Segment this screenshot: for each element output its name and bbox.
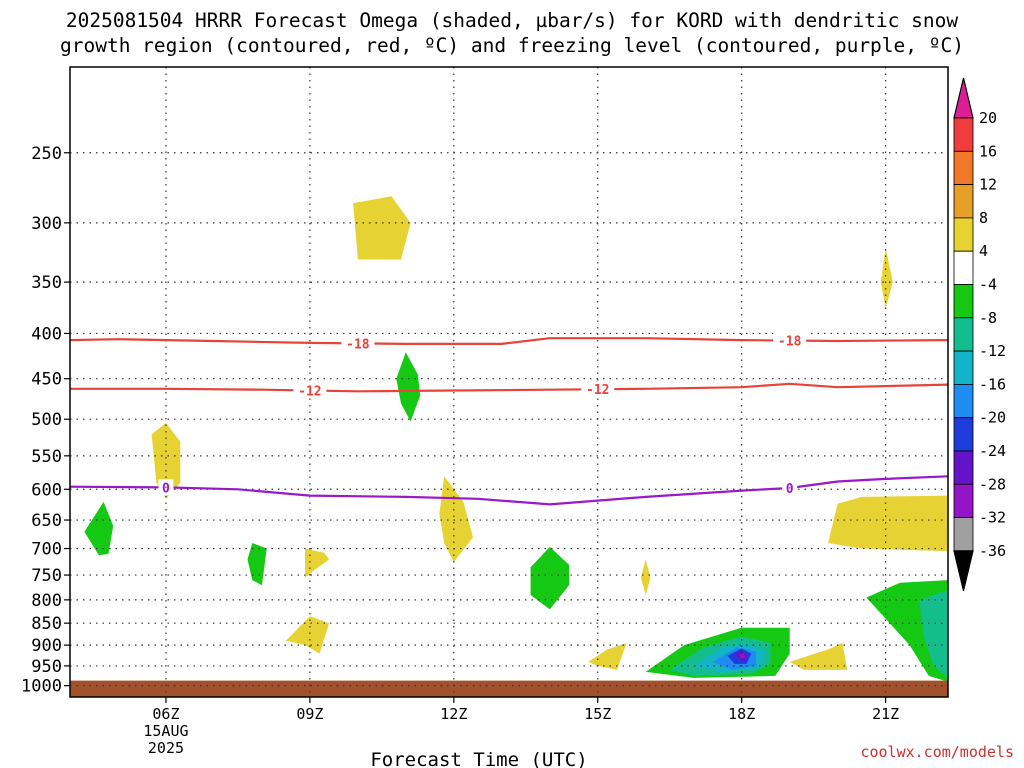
plot-area [70, 67, 948, 697]
colorbar-label-3: 8 [979, 209, 988, 227]
omega-region-12 [828, 495, 948, 552]
omega-region-11 [588, 643, 627, 670]
contour-label-bg--12-0 [293, 382, 327, 399]
colorbar-segment-9 [953, 417, 974, 452]
contour-label-bg--12-1 [581, 381, 615, 398]
contour-label--18-0: -18 [346, 337, 370, 352]
x-axis-label: Forecast Time (UTC) [370, 749, 587, 768]
colorbar-label-6: -8 [979, 309, 997, 327]
y-tick-label-750: 750 [31, 566, 62, 586]
y-tick-label-800: 800 [31, 591, 62, 611]
y-tick-label-250: 250 [31, 144, 62, 164]
y-tick-label-400: 400 [31, 324, 62, 344]
x-tick-label-15Z: 15Z [584, 705, 611, 723]
contour-label--18-1: -18 [778, 335, 802, 350]
colorbar-segment-0 [953, 117, 974, 152]
y-tick-label-450: 450 [31, 370, 62, 390]
x-year-label: 2025 [148, 739, 184, 757]
omega-region-0 [353, 196, 411, 260]
y-tick-label-500: 500 [31, 410, 62, 430]
colorbar-bottom-arrow [953, 550, 974, 592]
credit-link[interactable]: coolwx.com/models [860, 743, 1014, 761]
contour-label-0-1: 0 [786, 482, 794, 497]
x-tick-label-18Z: 18Z [728, 705, 755, 723]
colorbar-segment-5 [953, 284, 974, 319]
colorbar-label-11: -28 [979, 475, 1006, 493]
colorbar-label-13: -36 [979, 542, 1006, 560]
colorbar-label-8: -16 [979, 375, 1006, 393]
contour-label-0-0: 0 [162, 481, 170, 496]
contour-label-bg--18-0 [341, 335, 375, 352]
x-tick-label-21Z: 21Z [872, 705, 899, 723]
y-tick-label-900: 900 [31, 636, 62, 656]
contour-line--12 [70, 382, 948, 393]
colorbar-label-0: 20 [979, 109, 997, 127]
colorbar-segment-10 [953, 450, 974, 485]
omega-region-20 [739, 652, 746, 659]
x-date-label: 15AUG [143, 722, 188, 740]
colorbar-label-4: 4 [979, 242, 988, 260]
colorbar-label-5: -4 [979, 276, 997, 294]
chart-title-line2: growth region (contoured, red, ºC) and f… [60, 34, 964, 57]
y-tick-label-650: 650 [31, 511, 62, 531]
contour-label-bg--18-1 [773, 332, 807, 349]
colorbar-label-1: 16 [979, 142, 997, 160]
colorbar-segment-3 [953, 217, 974, 252]
y-tick-label-850: 850 [31, 614, 62, 634]
colorbar-segment-11 [953, 483, 974, 518]
y-tick-label-600: 600 [31, 480, 62, 500]
contour-label--12-0: -12 [298, 384, 321, 399]
colorbar-segment-12 [953, 517, 974, 552]
y-tick-label-350: 350 [31, 273, 62, 293]
y-tick-label-950: 950 [31, 657, 62, 677]
colorbar-label-2: 12 [979, 176, 997, 194]
omega-region-9 [640, 559, 651, 595]
y-tick-label-300: 300 [31, 214, 62, 234]
colorbar-segment-8 [953, 383, 974, 419]
omega-region-2 [396, 352, 421, 422]
colorbar-label-10: -24 [979, 442, 1006, 460]
omega-region-4 [84, 501, 114, 556]
colorbar-segment-6 [953, 317, 974, 352]
chart-title: 2025081504 HRRR Forecast Omega (shaded, … [0, 8, 1024, 58]
plot-frame [69, 66, 949, 698]
contour-label-bg-0-0 [158, 479, 174, 496]
omega-region-22 [919, 590, 948, 678]
surface-band [70, 680, 948, 697]
colorbar-segment-1 [953, 150, 974, 186]
colorbar-segment-2 [953, 184, 974, 219]
colorbar-top-arrow [953, 77, 974, 119]
y-tick-label-700: 700 [31, 540, 62, 560]
y-tick-label-1000: 1000 [21, 677, 62, 697]
x-tick-label-12Z: 12Z [440, 705, 467, 723]
contour-line-0 [70, 475, 948, 506]
omega-region-1 [880, 247, 893, 309]
x-tick-label-06Z: 06Z [152, 705, 179, 723]
omega-region-13 [789, 643, 848, 670]
contour-label--12-1: -12 [586, 383, 609, 398]
chart-title-line1: 2025081504 HRRR Forecast Omega (shaded, … [65, 9, 959, 32]
colorbar-segment-7 [953, 350, 974, 385]
y-tick-label-550: 550 [31, 447, 62, 467]
colorbar-label-7: -12 [979, 342, 1006, 360]
contour-label-bg-0-1 [782, 480, 798, 497]
x-tick-label-09Z: 09Z [296, 705, 323, 723]
colorbar-label-12: -32 [979, 509, 1006, 527]
omega-region-10 [285, 616, 330, 654]
colorbar-segment-4 [953, 250, 974, 285]
colorbar-label-9: -20 [979, 409, 1006, 427]
omega-region-8 [530, 546, 569, 610]
omega-region-7 [305, 548, 330, 578]
